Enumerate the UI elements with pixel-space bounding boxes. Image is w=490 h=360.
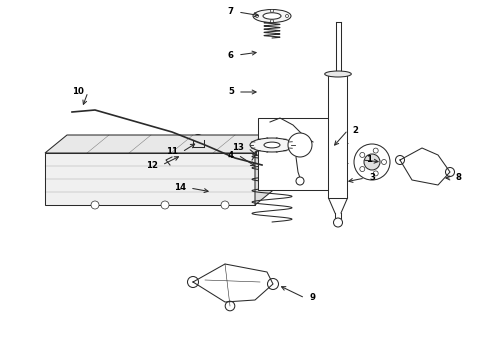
Text: 13: 13 <box>232 144 244 153</box>
Text: 3: 3 <box>369 174 375 183</box>
Ellipse shape <box>250 138 294 152</box>
Text: 4: 4 <box>228 150 234 159</box>
Circle shape <box>248 156 256 164</box>
Circle shape <box>373 171 378 176</box>
Polygon shape <box>45 153 255 205</box>
Circle shape <box>174 149 186 161</box>
Circle shape <box>91 201 99 209</box>
Circle shape <box>288 133 312 157</box>
Circle shape <box>334 218 343 227</box>
Circle shape <box>196 138 200 143</box>
Circle shape <box>193 135 203 145</box>
Circle shape <box>296 177 304 185</box>
Circle shape <box>161 201 169 209</box>
Text: 14: 14 <box>174 184 186 193</box>
Text: 12: 12 <box>146 161 158 170</box>
Circle shape <box>188 276 198 288</box>
Circle shape <box>270 9 273 12</box>
Circle shape <box>286 14 289 18</box>
Ellipse shape <box>253 9 291 22</box>
Text: 7: 7 <box>228 8 234 17</box>
Circle shape <box>360 152 365 157</box>
Ellipse shape <box>264 142 280 148</box>
Polygon shape <box>45 135 277 153</box>
Circle shape <box>268 279 278 289</box>
Circle shape <box>270 20 273 23</box>
Text: 8: 8 <box>456 174 462 183</box>
Bar <box>328 72 347 198</box>
Text: 5: 5 <box>228 87 234 96</box>
Circle shape <box>360 167 365 172</box>
Text: 6: 6 <box>228 50 234 59</box>
Circle shape <box>177 153 182 158</box>
Text: 9: 9 <box>309 293 315 302</box>
Circle shape <box>255 14 259 18</box>
Circle shape <box>445 167 455 176</box>
Circle shape <box>354 144 390 180</box>
Circle shape <box>382 159 387 165</box>
Circle shape <box>225 301 235 311</box>
Circle shape <box>221 201 229 209</box>
Text: 11: 11 <box>166 148 178 157</box>
Circle shape <box>395 156 405 165</box>
Ellipse shape <box>263 13 281 19</box>
Polygon shape <box>255 135 277 205</box>
Ellipse shape <box>325 71 351 77</box>
Text: 10: 10 <box>72 87 84 96</box>
Circle shape <box>256 138 264 146</box>
Circle shape <box>373 148 378 153</box>
Text: 1: 1 <box>366 156 372 165</box>
Text: 2: 2 <box>352 126 358 135</box>
Bar <box>258 118 338 190</box>
Circle shape <box>364 154 380 170</box>
